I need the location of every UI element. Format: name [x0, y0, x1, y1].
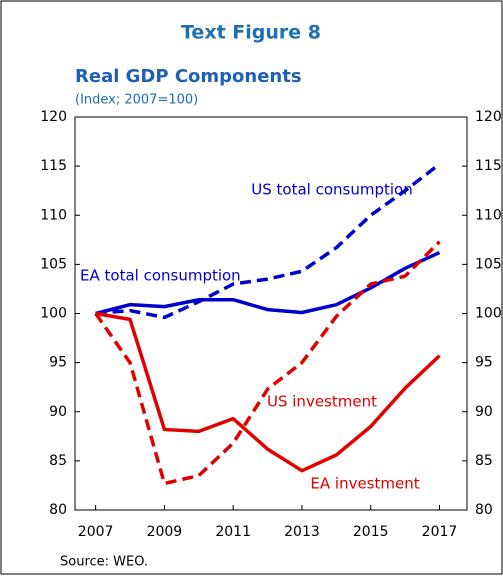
y2-tick-label: 110 [475, 207, 502, 223]
x-tick-label: 2007 [78, 524, 114, 540]
y-tick-label: 85 [49, 453, 67, 469]
y2-tick-label: 120 [475, 109, 502, 125]
series-line [95, 311, 441, 473]
series-label: US total consumption [251, 181, 412, 199]
y-tick-label: 105 [40, 256, 67, 272]
y-tick-label: 110 [40, 207, 67, 223]
y-tick-label: 115 [40, 158, 67, 174]
x-tick-label: 2011 [215, 524, 251, 540]
y2-tick-label: 90 [475, 404, 493, 420]
y2-tick-label: 115 [475, 158, 502, 174]
series-line [95, 250, 441, 316]
y2-tick-label: 100 [475, 306, 502, 322]
y-tick-label: 120 [40, 109, 67, 125]
chart-title: Text Figure 8 [181, 22, 321, 44]
y2-tick-label: 80 [475, 502, 493, 518]
x-tick-label: 2009 [147, 524, 183, 540]
y2-tick-label: 85 [475, 453, 493, 469]
y-axis-label: (Index; 2007=100) [75, 93, 198, 108]
y-tick-label: 80 [49, 502, 67, 518]
y2-tick-label: 105 [475, 256, 502, 272]
y-tick-label: 100 [40, 306, 67, 322]
chart-subtitle: Real GDP Components [75, 66, 302, 87]
x-tick-label: 2013 [284, 524, 320, 540]
series-label: EA total consumption [80, 267, 241, 285]
source-note: Source: WEO. [60, 555, 148, 570]
series-line [94, 240, 441, 486]
series-label: EA investment [310, 475, 419, 493]
y2-tick-label: 95 [475, 355, 493, 371]
x-tick-label: 2017 [422, 524, 458, 540]
series-label: US investment [267, 393, 377, 411]
y-tick-label: 95 [49, 355, 67, 371]
series-line [95, 162, 441, 320]
y-tick-label: 90 [49, 404, 67, 420]
x-tick-label: 2015 [353, 524, 389, 540]
